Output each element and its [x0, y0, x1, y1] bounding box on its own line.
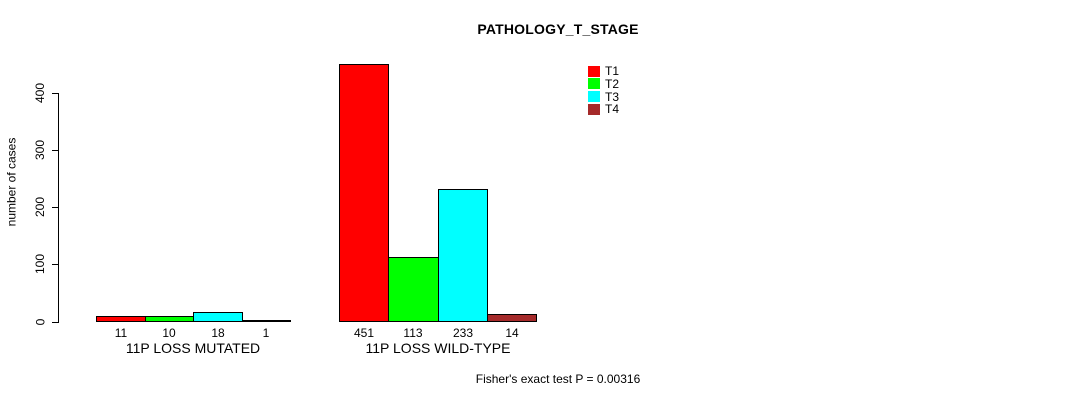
y-tick [52, 93, 59, 94]
bar [487, 314, 537, 322]
y-tick-label: 400 [33, 82, 48, 103]
bar-value-label: 451 [353, 326, 375, 340]
bar [145, 316, 194, 322]
y-tick [52, 322, 59, 323]
bar-value-label: 1 [262, 326, 270, 340]
y-tick-label: 300 [33, 139, 48, 160]
bar-value-label: 14 [505, 326, 519, 340]
y-tick [52, 264, 59, 265]
y-tick [52, 150, 59, 151]
bar [339, 64, 389, 322]
x-axis-group-label: 11P LOSS WILD-TYPE [365, 340, 511, 356]
bar-value-label: 10 [162, 326, 176, 340]
y-tick-label: 0 [32, 318, 47, 325]
y-tick-label: 200 [33, 196, 48, 218]
bar-value-label: 18 [211, 326, 225, 340]
bar [388, 257, 439, 322]
legend-item: T2 [588, 78, 619, 90]
bar-value-label: 11 [114, 326, 128, 340]
bar [438, 189, 488, 322]
legend-item: T4 [588, 103, 619, 115]
legend-label: T3 [605, 89, 620, 104]
legend-swatch [588, 65, 600, 77]
chart-title: PATHOLOGY_T_STAGE [477, 21, 639, 37]
legend-label: T2 [605, 76, 620, 91]
legend-swatch [588, 91, 600, 102]
bar [193, 312, 243, 322]
y-axis-line [58, 93, 59, 323]
legend-label: T1 [605, 64, 620, 78]
y-tick-label: 100 [33, 254, 48, 275]
legend-item: T1 [588, 65, 619, 77]
legend-item: T3 [588, 91, 619, 103]
legend-label: T4 [605, 102, 620, 117]
y-tick [52, 207, 59, 208]
bar-value-label: 233 [452, 326, 474, 340]
x-axis-group-label: 11P LOSS MUTATED [125, 340, 261, 356]
bar [96, 316, 146, 322]
legend-swatch [588, 103, 600, 115]
y-axis-title: number of cases [3, 137, 18, 227]
bar [242, 320, 291, 322]
fisher-test-annotation: Fisher's exact test P = 0.00316 [475, 372, 641, 386]
bar-value-label: 113 [403, 326, 423, 340]
legend-swatch [588, 78, 600, 90]
